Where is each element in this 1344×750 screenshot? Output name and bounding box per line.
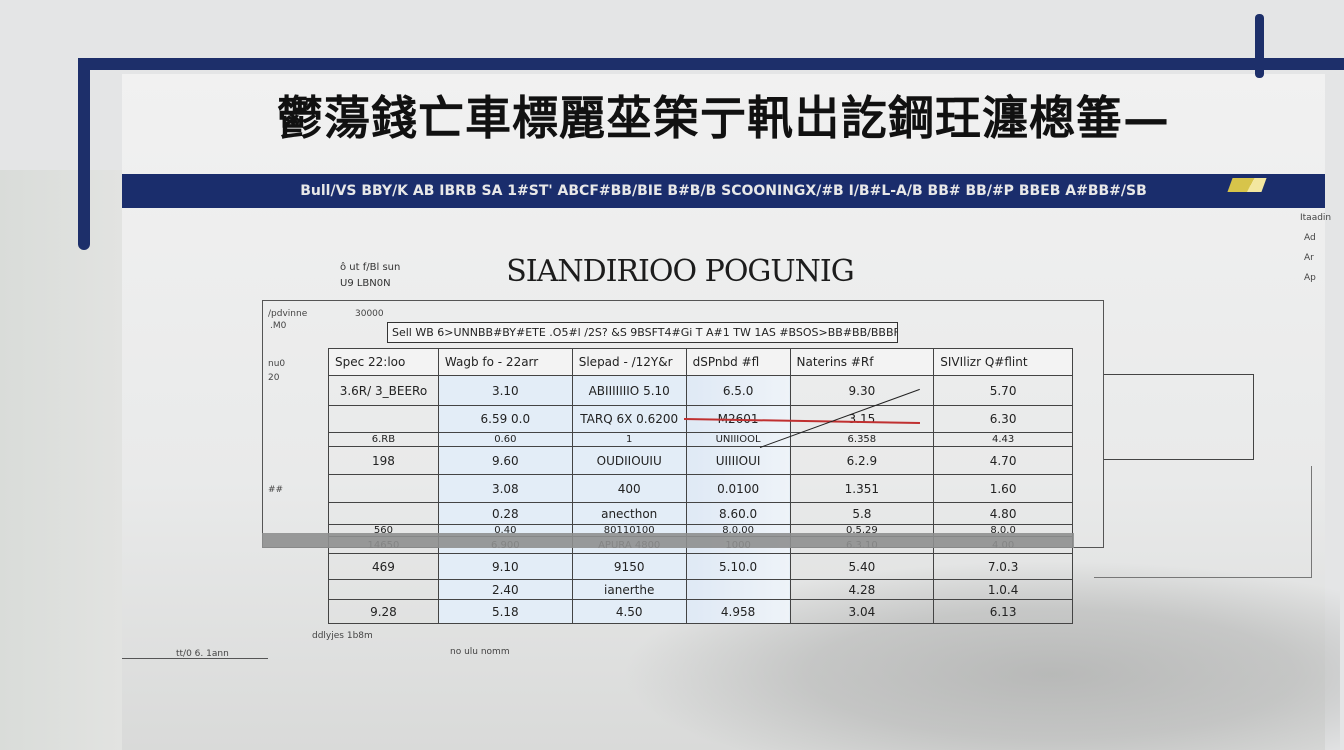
column-header: Spec 22:loo bbox=[328, 348, 439, 376]
background-left bbox=[0, 170, 122, 750]
table-cell: 6.13 bbox=[933, 599, 1073, 624]
table-row: 0.28 anecthon 8.60.0 5.8 4.80 bbox=[328, 502, 1073, 525]
header-band: Bull/VS BBY/K AB IBRB SA 1#ST' ABCF#BB/B… bbox=[122, 174, 1325, 208]
table-cell: 9.30 bbox=[789, 375, 935, 406]
table-cell: 1 bbox=[571, 432, 687, 447]
table-cell: ABIIIIIIIO 5.10 bbox=[571, 375, 687, 406]
table-caption: Sell WB 6>UNNBB#BY#ETE .O5#l /2S? &S 9BS… bbox=[387, 322, 898, 343]
data-table: Spec 22:loo Wagb fo - 22arr Slepad - /12… bbox=[328, 348, 1073, 624]
table-cell: 6.59 0.0 bbox=[437, 405, 573, 433]
table-cell: 3.04 bbox=[789, 599, 935, 624]
table-header-row: Spec 22:loo Wagb fo - 22arr Slepad - /12… bbox=[328, 348, 1073, 376]
side-label: ## bbox=[268, 485, 284, 495]
table-cell: 6.RB bbox=[328, 432, 439, 447]
table-cell: 5.10.0 bbox=[685, 553, 791, 580]
table-cell: 5.40 bbox=[789, 553, 935, 580]
table-row: 3.6R/ 3_BEERo 3.10 ABIIIIIIIO 5.10 6.5.0 9.3… bbox=[328, 375, 1073, 406]
table-cell: UIIIIOUI bbox=[685, 446, 791, 475]
table-cell bbox=[685, 579, 791, 600]
table-cell: 6.358 bbox=[789, 432, 935, 447]
table-cell: 1.351 bbox=[789, 474, 935, 503]
side-label: nu0 bbox=[268, 359, 286, 369]
top-label: ô ut f/Bl sun bbox=[340, 262, 401, 273]
side-label: Ar bbox=[1304, 253, 1314, 263]
table-cell: 0.28 bbox=[437, 502, 573, 525]
table-cell bbox=[328, 405, 439, 433]
table-cell: 400 bbox=[571, 474, 687, 503]
scroll-overlay-bar bbox=[262, 533, 1074, 548]
column-header: Slepad - /12Y&r bbox=[571, 348, 687, 376]
table-cell bbox=[328, 474, 439, 503]
table-cell: 4.43 bbox=[933, 432, 1073, 447]
table-cell: 4.80 bbox=[933, 502, 1073, 525]
section-heading: SIANDIRIOO POGUNIG bbox=[506, 254, 854, 289]
side-label: Ad bbox=[1304, 233, 1316, 243]
table-row: 6.RB 0.60 1 UNIIIOOL 6.358 4.43 bbox=[328, 432, 1073, 447]
table-cell: 4.50 bbox=[571, 599, 687, 624]
side-label: /pdvinne bbox=[268, 309, 308, 319]
table-cell: 3.10 bbox=[437, 375, 573, 406]
side-label: 30000 bbox=[355, 309, 384, 319]
divider bbox=[122, 658, 268, 659]
table-cell: 7.0.3 bbox=[933, 553, 1073, 580]
table-cell: 8.60.0 bbox=[685, 502, 791, 525]
table-cell bbox=[328, 502, 439, 525]
column-header: SIVIlizr Q#flint bbox=[933, 348, 1073, 376]
table-row: 2.40 ianerthe 4.28 1.0.4 bbox=[328, 579, 1073, 600]
table-row: 469 9.10 9150 5.10.0 5.40 7.0.3 bbox=[328, 553, 1073, 580]
table-cell: 6.2.9 bbox=[789, 446, 935, 475]
table-cell: 9.28 bbox=[328, 599, 439, 624]
table-cell: 4.28 bbox=[789, 579, 935, 600]
table-cell: 9150 bbox=[571, 553, 687, 580]
flag-icon bbox=[1227, 178, 1267, 192]
top-label: U9 LBN0N bbox=[340, 278, 391, 289]
table-cell: 4.70 bbox=[933, 446, 1073, 475]
table-cell: 1.0.4 bbox=[933, 579, 1073, 600]
bottom-label: ddlyjes 1b8m bbox=[312, 631, 373, 641]
column-header: dSPnbd #fl bbox=[685, 348, 791, 376]
table-cell: 5.70 bbox=[933, 375, 1073, 406]
frame-handle[interactable] bbox=[1255, 14, 1264, 78]
table-cell: 1.60 bbox=[933, 474, 1073, 503]
table-cell: anecthon bbox=[571, 502, 687, 525]
table-cell: 3.6R/ 3_BEERo bbox=[328, 375, 439, 406]
table-cell: 3.08 bbox=[437, 474, 573, 503]
table-cell: 6.30 bbox=[933, 405, 1073, 433]
table-cell bbox=[328, 579, 439, 600]
bottom-label: tt/0 6. 1ann bbox=[176, 649, 229, 659]
side-label: .M0 bbox=[270, 321, 287, 331]
table-cell: 5.18 bbox=[437, 599, 573, 624]
table-cell: OUDIIOUIU bbox=[571, 446, 687, 475]
table-cell: ianerthe bbox=[571, 579, 687, 600]
table-cell: UNIIIOOL bbox=[685, 432, 791, 447]
table-cell: 9.60 bbox=[437, 446, 573, 475]
table-row: 9.28 5.18 4.50 4.958 3.04 6.13 bbox=[328, 599, 1073, 624]
table-cell: 5.8 bbox=[789, 502, 935, 525]
side-label: 20 bbox=[268, 373, 280, 383]
table-cell: 2.40 bbox=[437, 579, 573, 600]
table-cell: 6.5.0 bbox=[685, 375, 791, 406]
column-header: Wagb fo - 22arr bbox=[437, 348, 573, 376]
table-cell: 0.60 bbox=[437, 432, 573, 447]
table-cell: 198 bbox=[328, 446, 439, 475]
table-cell: 469 bbox=[328, 553, 439, 580]
bottom-label: no ulu nomm bbox=[450, 647, 510, 657]
frame-bar-top bbox=[78, 58, 1344, 70]
table-row: 3.08 400 0.0100 1.351 1.60 bbox=[328, 474, 1073, 503]
page-title: 鬱蕩錢亡車標麗莝筞亍軐岀訖鋼玨瀍樬箠— bbox=[277, 91, 1170, 145]
table-cell: 4.958 bbox=[685, 599, 791, 624]
connector-box bbox=[1104, 374, 1254, 460]
column-header: Naterins #Rf bbox=[789, 348, 935, 376]
table-cell: TARQ 6X 0.6200 bbox=[571, 405, 687, 433]
frame-bar-left bbox=[78, 58, 90, 250]
table-cell: 0.0100 bbox=[685, 474, 791, 503]
side-label: Ap bbox=[1304, 273, 1316, 283]
table-row: 198 9.60 OUDIIOUIU UIIIIOUI 6.2.9 4.70 bbox=[328, 446, 1073, 475]
table-cell: 9.10 bbox=[437, 553, 573, 580]
side-label: Itaadin bbox=[1300, 213, 1332, 223]
connector-box bbox=[1094, 466, 1312, 578]
